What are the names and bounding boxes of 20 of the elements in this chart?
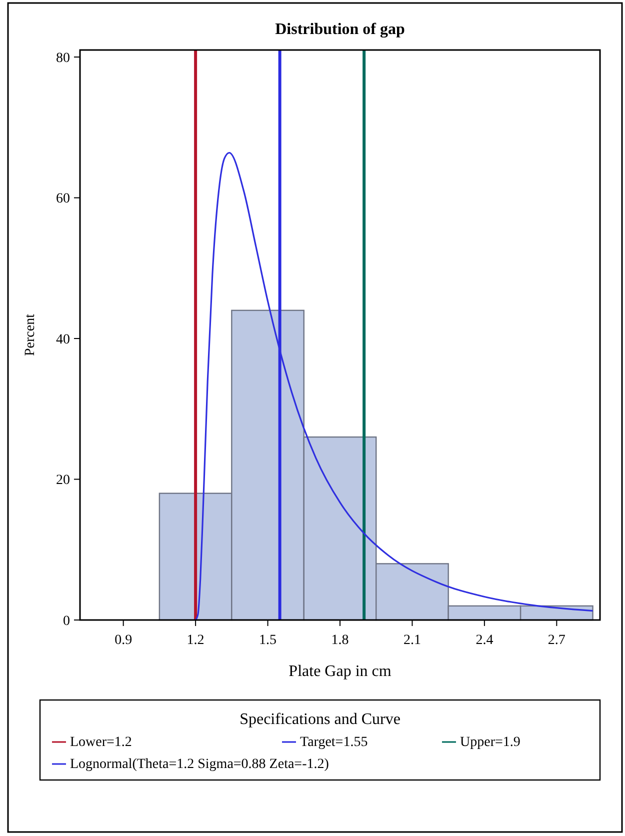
- legend-label: Target=1.55: [300, 735, 368, 750]
- legend-title: Specifications and Curve: [240, 711, 400, 728]
- x-tick-label: 1.2: [186, 633, 204, 648]
- chart-title: Distribution of gap: [275, 21, 405, 38]
- y-tick-label: 60: [56, 192, 70, 207]
- x-tick-label: 1.5: [259, 633, 277, 648]
- x-tick-label: 0.9: [114, 633, 132, 648]
- y-tick-label: 20: [56, 473, 70, 488]
- legend-label: Upper=1.9: [460, 735, 520, 750]
- y-axis-title: Percent: [23, 314, 38, 356]
- y-tick-label: 40: [56, 332, 70, 348]
- y-tick-label: 0: [63, 614, 70, 629]
- x-tick-label: 1.8: [331, 633, 349, 648]
- x-axis-title: Plate Gap in cm: [288, 663, 392, 680]
- x-tick-label: 2.1: [403, 633, 421, 648]
- legend-label: Lognormal(Theta=1.2 Sigma=0.88 Zeta=-1.2): [70, 757, 330, 772]
- legend-label: Lower=1.2: [70, 735, 132, 750]
- x-tick-label: 2.4: [476, 633, 494, 648]
- y-tick-label: 80: [56, 50, 70, 66]
- x-tick-label: 2.7: [548, 633, 566, 648]
